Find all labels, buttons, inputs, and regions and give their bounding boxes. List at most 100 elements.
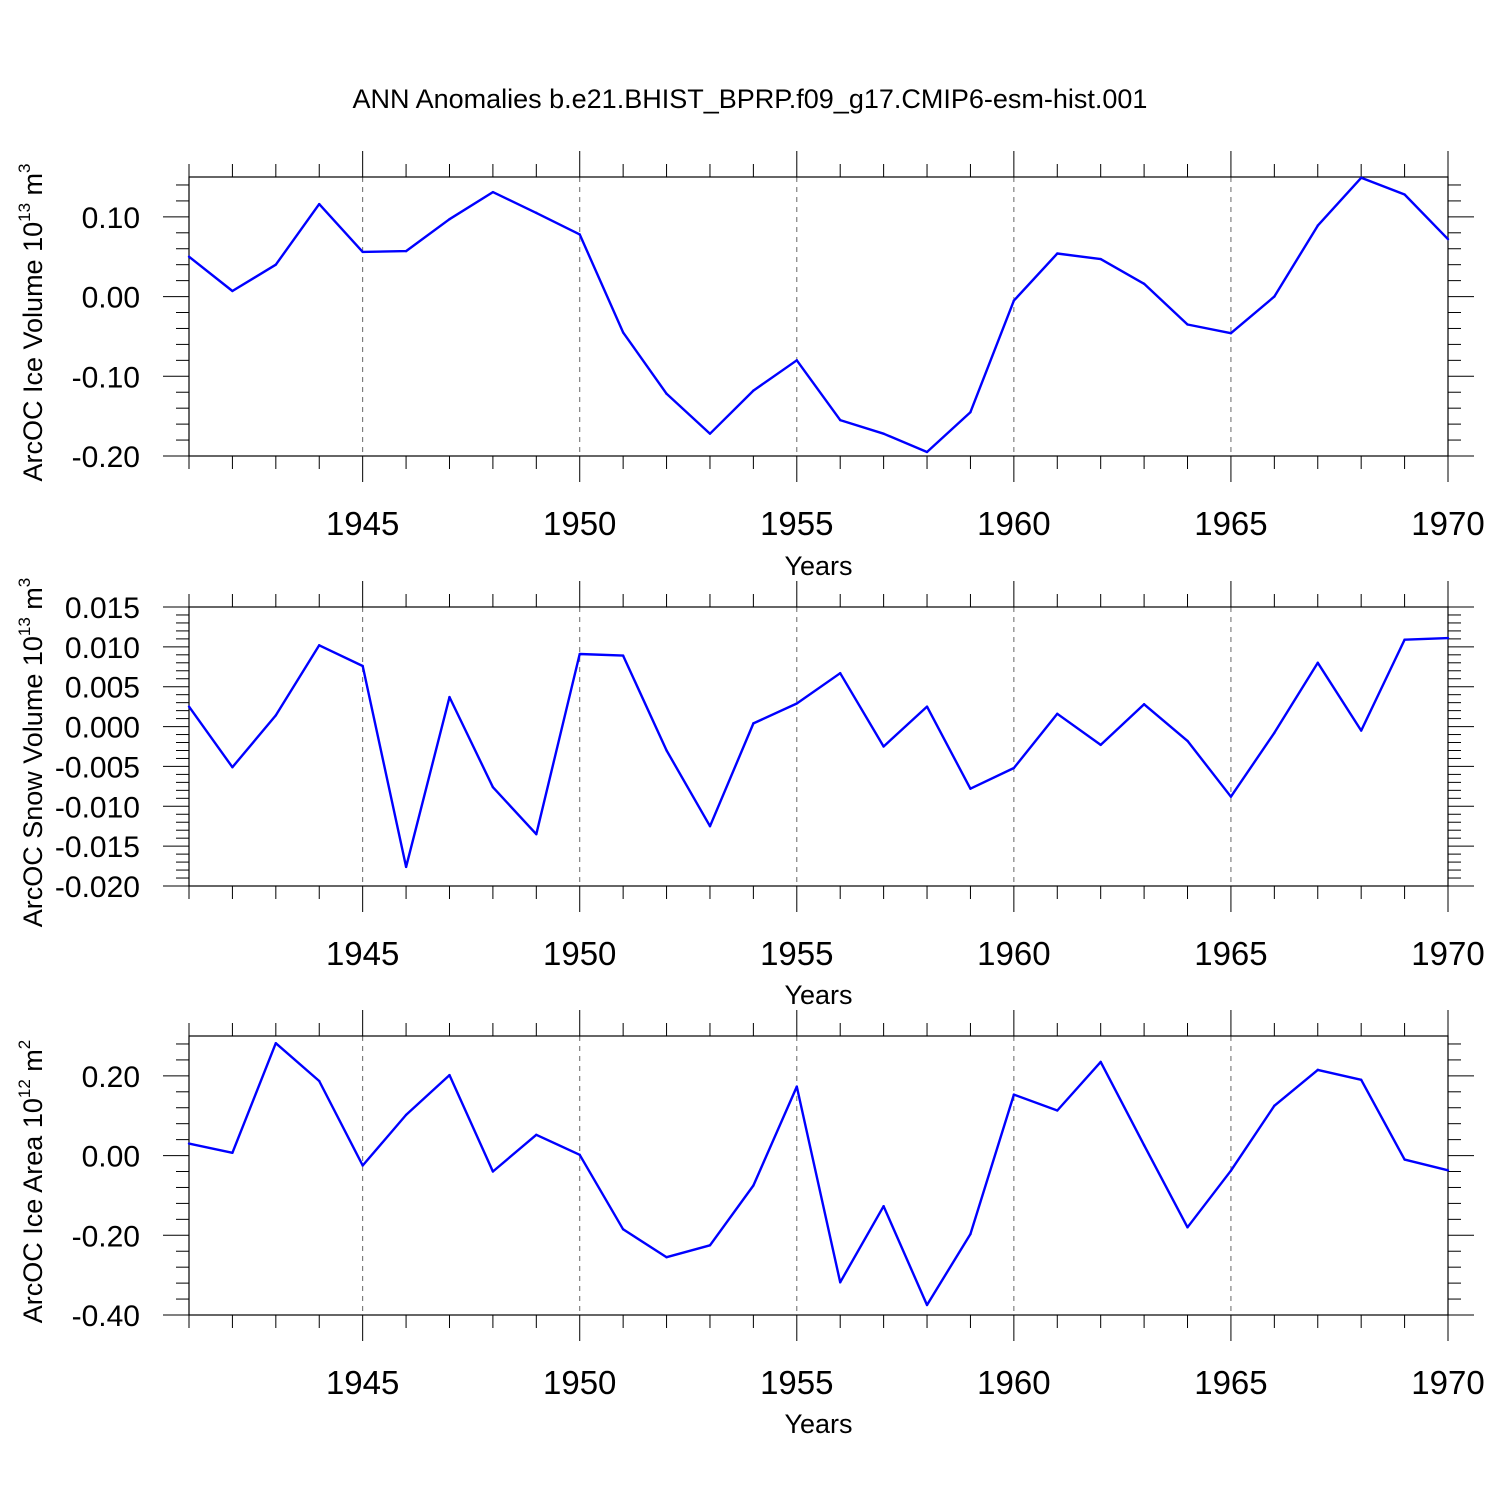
data-point	[1403, 193, 1406, 196]
y-axis-label: ArcOC Snow Volume 1013 m3	[15, 578, 48, 928]
x-tick-label: 1960	[977, 935, 1050, 972]
x-tick-label: 1955	[760, 1364, 833, 1401]
data-point	[708, 432, 712, 435]
y-tick-label: -0.20	[72, 1220, 140, 1253]
data-series-line	[188, 636, 1449, 869]
x-tick-label: 1950	[543, 505, 616, 542]
data-point	[1099, 1060, 1102, 1064]
x-tick-label: 1970	[1411, 505, 1484, 542]
data-point	[1229, 1169, 1233, 1172]
y-tick-label: -0.015	[55, 831, 140, 864]
data-point	[448, 218, 451, 221]
x-tick-label: 1945	[326, 935, 399, 972]
data-point	[1359, 729, 1363, 732]
y-tick-label: -0.005	[55, 751, 140, 784]
data-point	[274, 263, 278, 266]
data-point	[187, 1142, 191, 1145]
data-point	[839, 1281, 842, 1284]
data-point	[1012, 299, 1016, 302]
y-tick-label: 0.00	[82, 1141, 140, 1174]
x-tick-label: 1970	[1411, 1364, 1484, 1401]
data-point	[404, 865, 408, 869]
data-point	[752, 389, 755, 392]
data-point	[708, 825, 712, 828]
y-axis-label: ArcOC Ice Area 1012 m2	[15, 1040, 48, 1324]
data-point	[1186, 739, 1189, 743]
x-tick-label: 1950	[543, 935, 616, 972]
data-point	[882, 745, 885, 748]
data-point	[448, 1073, 451, 1077]
data-point	[621, 331, 625, 334]
x-tick-label: 1955	[760, 505, 833, 542]
data-point	[491, 785, 495, 789]
data-point	[1403, 638, 1406, 641]
y-tick-label: 0.010	[65, 632, 140, 665]
data-point	[1446, 237, 1450, 241]
data-point	[1056, 1109, 1059, 1112]
data-point	[665, 392, 668, 396]
data-point	[925, 705, 929, 708]
data-point	[1099, 743, 1102, 747]
data-point	[969, 787, 972, 790]
data-point	[231, 1151, 234, 1154]
figure-title: ANN Anomalies b.e21.BHIST_BPRP.f09_g17.C…	[352, 84, 1148, 114]
data-point	[882, 1204, 885, 1208]
data-point	[1359, 176, 1363, 179]
data-point	[969, 410, 972, 414]
y-tick-label: -0.010	[55, 791, 140, 824]
x-tick-label: 1960	[977, 505, 1050, 542]
data-point	[187, 255, 191, 258]
data-point	[318, 202, 321, 206]
x-tick-label: 1945	[326, 1364, 399, 1401]
data-point	[1186, 323, 1189, 326]
y-tick-label: -0.40	[72, 1300, 140, 1333]
data-point	[1229, 795, 1233, 798]
data-point	[361, 250, 364, 254]
panel-3: 0.20 0.00 -0.20 -0.40 1945 1950 1955 1960 1965 19…	[15, 1010, 1485, 1439]
data-point	[621, 654, 625, 657]
x-axis-label: Years	[784, 1409, 852, 1439]
data-point	[535, 211, 538, 215]
y-axis-label: ArcOC Ice Volume 1013 m3	[15, 163, 48, 481]
data-point	[752, 722, 755, 725]
data-point	[1273, 731, 1276, 735]
x-axis-label: Years	[784, 551, 852, 581]
x-tick-label: 1950	[543, 1364, 616, 1401]
data-point	[318, 644, 321, 647]
data-point	[231, 766, 234, 769]
plot-frame	[188, 176, 1449, 457]
x-axis-label: Years	[784, 980, 852, 1010]
data-point	[578, 1153, 581, 1156]
data-point	[925, 1303, 929, 1307]
data-point	[621, 1228, 625, 1231]
data-point	[839, 671, 842, 675]
data-point	[1012, 1093, 1016, 1096]
data-series-line	[188, 176, 1449, 454]
plot-frame	[188, 606, 1449, 887]
data-point	[1273, 1104, 1276, 1107]
data-point	[491, 190, 495, 194]
data-point	[231, 289, 234, 293]
data-series-line	[188, 1041, 1449, 1307]
y-tick-label: 0.20	[82, 1061, 140, 1094]
data-point	[535, 832, 538, 836]
y-tick-label: -0.20	[72, 441, 140, 474]
data-point	[665, 1256, 668, 1259]
x-tick-label: 1945	[326, 505, 399, 542]
data-point	[752, 1184, 755, 1187]
data-point	[795, 702, 798, 705]
data-point	[535, 1133, 538, 1137]
data-point	[404, 249, 408, 253]
data-point	[839, 418, 842, 422]
plot-frame	[188, 1035, 1449, 1316]
panel-1: 0.10 0.00 -0.10 -0.20 1945 1950 1955 1960 1965 19…	[15, 151, 1485, 581]
x-tick-label: 1965	[1194, 505, 1267, 542]
data-point	[1142, 282, 1146, 286]
data-point	[1142, 703, 1146, 706]
x-tick-label: 1965	[1194, 1364, 1267, 1401]
data-point	[361, 1164, 364, 1167]
data-point	[795, 1085, 798, 1088]
data-point	[1229, 332, 1233, 335]
data-point	[491, 1170, 495, 1173]
data-point	[1316, 661, 1319, 664]
